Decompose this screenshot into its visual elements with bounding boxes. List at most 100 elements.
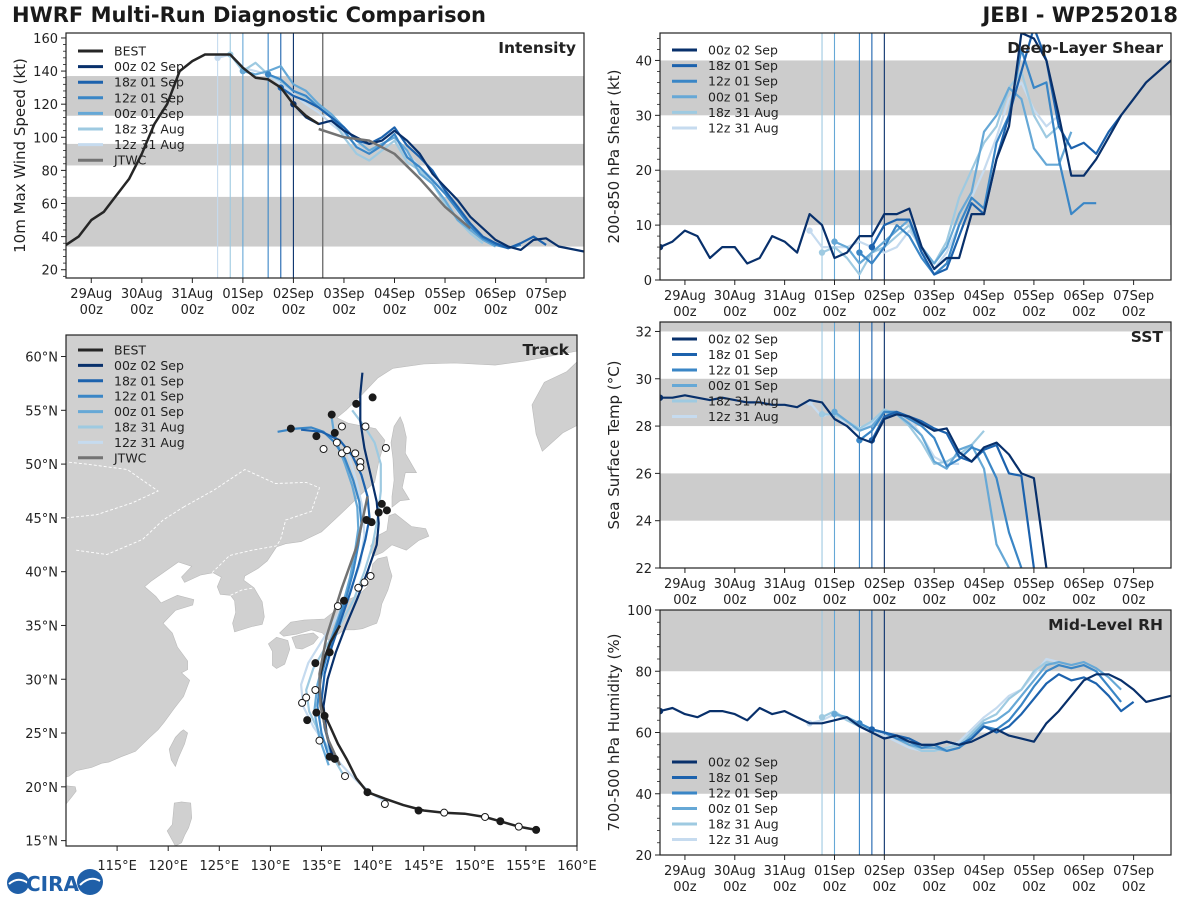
x-tick-label: 00z [923,305,947,320]
intensity-plot-area [66,33,584,278]
legend-label: BEST [114,44,146,59]
x-tick-label: 00z [80,303,104,318]
track-position-marker [380,800,389,809]
x-tick-label: 00z [1022,305,1046,320]
track-position-marker [356,463,365,472]
y-tick-label: 28 [635,420,652,435]
series-start-dot [214,54,221,62]
legend-label: 18z 31 Aug [708,394,779,409]
series-start-dot [264,71,272,78]
x-tick-label: 06Sep [1063,577,1104,592]
track-position-marker [319,445,328,454]
y-tick-label: 60 [635,727,652,742]
x-tick-label: 155°E [506,859,546,874]
legend-label: 18z 01 Sep [708,770,778,785]
track-position-marker [361,422,370,431]
x-tick-label: 00z [1022,880,1046,895]
y-tick-label: 20°N [25,781,58,796]
legend-label: 12z 31 Aug [708,409,779,424]
y-tick-label: 60 [41,198,58,213]
track-position-marker [343,446,352,455]
y-tick-label: 80 [635,665,652,680]
track-line-00z-02-sep [322,372,380,761]
track-position-marker [320,711,329,720]
x-tick-label: 31Aug [764,577,806,592]
series-start-dot [868,243,876,251]
x-tick-label: 115°E [97,859,137,874]
x-tick-label: 135°E [302,859,342,874]
shear-plot-area [660,33,1171,280]
series-start-dot [660,707,664,715]
y-tick-label: 25°N [25,727,58,742]
x-tick-label: 06Sep [475,287,516,302]
series-line-12z-01-sep [858,48,1097,276]
x-tick-label: 145°E [404,859,444,874]
sakhalin-island [390,416,418,508]
track-position-marker [374,508,383,517]
sst-plot-area [660,322,1171,568]
series-line-00z-02-sep [660,673,1171,746]
series-start-dot [806,227,813,234]
legend-label: JTWC [113,153,147,168]
y-tick-label: 100 [627,604,652,619]
track-position-marker [339,596,348,605]
track-position-marker [298,698,307,707]
x-tick-label: 00z [723,593,747,608]
x-tick-label: 29Aug [664,577,706,592]
track-line-12z-31-aug [300,452,389,804]
x-tick-label: 130°E [251,859,291,874]
track-position-marker [330,428,339,437]
x-tick-label: 04Sep [964,289,1005,304]
shaded-band [660,60,1171,116]
x-tick-label: 00z [1072,593,1096,608]
track-position-marker [312,708,321,717]
series-start-dot [856,249,863,256]
legend-label: 12z 01 Sep [114,389,184,404]
y-axis-label: 10m Max Wind Speed (kt) [11,58,29,253]
taiwan-island [168,729,188,768]
x-tick-label: 06Sep [1063,289,1104,304]
track-position-marker [360,578,369,587]
legend-label: 12z 31 Aug [708,832,779,847]
legend-label: 12z 31 Aug [708,121,779,136]
x-tick-label: 29Aug [664,289,706,304]
y-tick-label: 100 [33,131,58,146]
series-line-12z-01-sep [858,410,1023,568]
x-tick-label: 00z [873,305,897,320]
x-tick-label: 140°E [353,859,393,874]
track-position-marker [377,499,386,508]
x-tick-label: 00z [1072,880,1096,895]
intensity-panel: 29Aug00z30Aug00z31Aug00z01Sep00z02Sep00z… [11,32,585,318]
x-tick-label: 00z [823,593,847,608]
y-tick-label: 40 [635,54,652,69]
legend-label: 00z 01 Sep [708,801,778,816]
legend-label: 00z 02 Sep [114,358,184,373]
luzon-island [166,801,193,846]
legend-label: 00z 02 Sep [708,332,778,347]
legend-label: 00z 02 Sep [114,59,184,74]
x-tick-label: 00z [873,880,897,895]
track-position-marker [440,808,449,817]
y-axis-label: 700-500 hPa Humidity (%) [605,633,623,831]
legend-label: 12z 31 Aug [114,435,185,450]
x-tick-label: 02Sep [273,287,314,302]
track-position-marker [514,822,523,831]
track-position-marker [315,736,324,745]
x-tick-label: 07Sep [1113,289,1154,304]
cira-logo: CIRA [7,869,103,896]
legend-label: 18z 01 Sep [114,75,184,90]
x-tick-label: 03Sep [914,577,955,592]
x-tick-label: 00z [773,880,797,895]
shaded-band [660,473,1171,521]
x-tick-label: 00z [923,593,947,608]
x-tick-label: 00z [1122,305,1146,320]
x-tick-label: 160°E [557,859,597,874]
track-position-marker [366,571,375,580]
x-tick-label: 30Aug [714,864,756,879]
x-tick-label: 01Sep [222,287,263,302]
track-position-marker [332,438,341,447]
x-tick-label: 07Sep [526,287,567,302]
panel-title: Track [523,341,570,359]
y-tick-label: 32 [635,325,652,340]
